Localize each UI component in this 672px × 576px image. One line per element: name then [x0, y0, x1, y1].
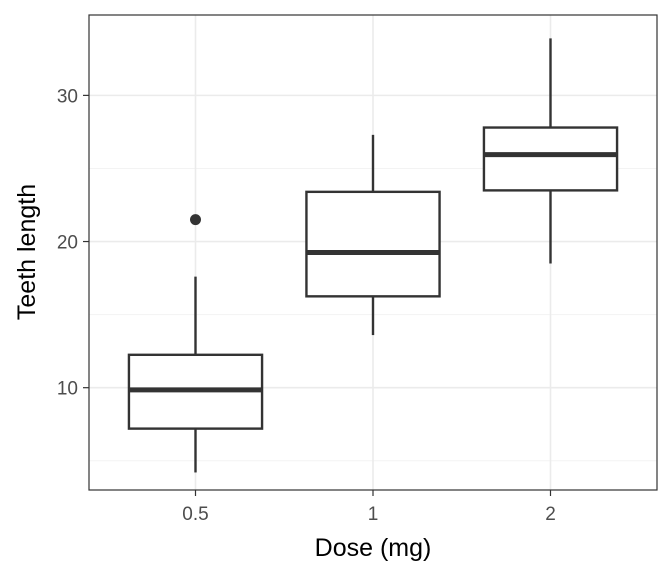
- y-tick-label: 30: [57, 86, 78, 107]
- x-tick-label: 1: [368, 504, 379, 525]
- boxes: [127, 38, 619, 473]
- box-iqr: [305, 190, 441, 298]
- y-tick-label: 20: [57, 233, 78, 254]
- x-tick-label: 0.5: [182, 504, 208, 525]
- x-tick-label: 2: [545, 504, 556, 525]
- x-axis-title: Dose (mg): [315, 534, 432, 562]
- box-group-0.5: [127, 214, 264, 473]
- axis-ticks: 10 20 30 0.5 1 2: [57, 86, 556, 525]
- outlier-point: [190, 214, 201, 226]
- box-group-2: [482, 38, 619, 264]
- y-axis-title: Teeth length: [13, 184, 41, 320]
- box-group-1: [305, 134, 441, 336]
- y-tick-label: 10: [57, 379, 78, 400]
- box-iqr: [482, 126, 619, 192]
